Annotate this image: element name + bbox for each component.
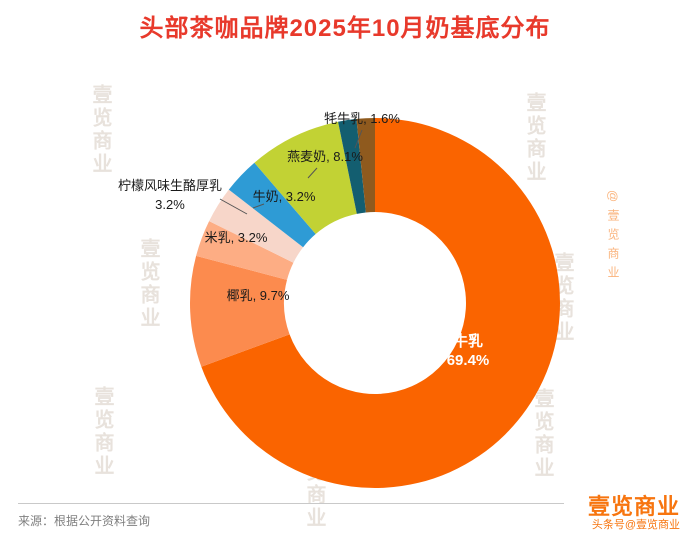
slice-label-柠檬风味生酪厚乳: 柠檬风味生酪厚乳 (118, 178, 222, 193)
watermark-text: 壹览商业 (137, 238, 159, 330)
slice-label-牦牛乳: 牦牛乳, 1.6% (324, 111, 400, 126)
slice-label-燕麦奶: 燕麦奶, 8.1% (287, 149, 363, 164)
slice-label-牛乳: 牛乳 (453, 332, 483, 350)
pie-slice-米乳 (196, 221, 294, 280)
slice-label-牛乳: 69.4% (447, 352, 490, 369)
brand-block: 壹览商业 头条号@壹览商业 (588, 494, 680, 532)
pie-slice-牦牛乳 (338, 118, 366, 214)
watermark-text: 壹览商业 (89, 84, 111, 176)
pie-slice-牛奶 (228, 162, 316, 248)
label-leader-line (252, 203, 265, 209)
brand-logo: 壹览商业 (587, 494, 680, 519)
page-title: 头部茶咖品牌2025年10月奶基底分布 (139, 15, 551, 42)
pie-slice-柠檬风味生酪厚乳 (209, 189, 304, 263)
pie-slice-椰乳 (190, 255, 290, 367)
slice-label-椰乳: 椰乳, 9.7% (227, 288, 290, 303)
slice-label-牛奶: 牛奶, 3.2% (253, 189, 316, 204)
slice-label-米乳: 米乳, 3.2% (205, 230, 268, 245)
watermark-text: 壹览商业 (91, 386, 113, 478)
pie-slice-other (356, 118, 375, 213)
watermark-text: 壹览商业 (523, 92, 545, 184)
side-watermark: @壹览商业 (606, 190, 620, 286)
slice-label-柠檬风味生酪厚乳: 3.2% (155, 197, 185, 212)
label-leader-line (219, 198, 248, 215)
label-leader-line (354, 129, 363, 149)
brand-handle: 头条号@壹览商业 (591, 519, 680, 532)
pie-slice-牛乳 (201, 118, 561, 488)
watermark-text: 壹览商业 (531, 388, 553, 480)
source-text: 来源：根据公开资料查询 (18, 514, 151, 528)
label-leader-line (307, 167, 318, 179)
pie-slice-燕麦奶 (254, 121, 357, 234)
footer-divider (18, 503, 564, 504)
